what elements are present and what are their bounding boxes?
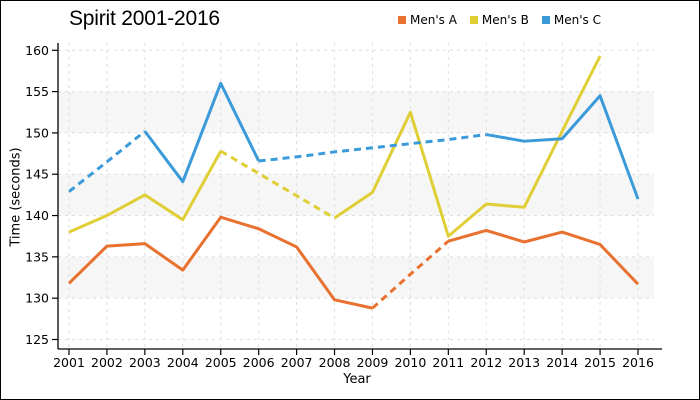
x-tick-label: 2009 [357, 355, 389, 370]
x-tick-label: 2014 [546, 355, 578, 370]
plot-band [58, 174, 654, 216]
series-line-men-s-c-solid [143, 81, 261, 184]
y-tick-label: 125 [25, 332, 49, 347]
legend: Men's A Men's B Men's C [398, 14, 601, 26]
series-line-men-s-b-solid [68, 150, 223, 234]
plot-band [58, 256, 654, 299]
legend-item-mens-a: Men's A [398, 14, 457, 26]
x-axis-title: Year [343, 372, 371, 387]
x-tick-label: 2004 [167, 355, 199, 370]
x-tick-label: 2008 [319, 355, 351, 370]
x-tick-label: 2011 [432, 355, 464, 370]
series-line-men-s-b-solid [333, 55, 602, 238]
x-tick-label: 2010 [394, 355, 426, 370]
legend-swatch-mens-a [398, 16, 406, 24]
chart-title: Spirit 2001-2016 [69, 7, 220, 30]
legend-item-mens-b: Men's B [469, 13, 529, 27]
y-tick-label: 135 [25, 249, 49, 264]
series-line-men-s-c-dashed [68, 130, 146, 193]
x-tick-label: 2015 [584, 355, 616, 370]
x-tick-label: 2005 [205, 355, 237, 370]
series-line-men-s-c-dashed [258, 133, 487, 163]
y-tick-label: 155 [25, 84, 49, 99]
x-tick-label: 2006 [243, 355, 275, 370]
series-line-men-s-a-dashed [371, 240, 450, 310]
x-tick-label: 2007 [281, 355, 313, 370]
series-line-men-s-a-solid [447, 228, 640, 286]
legend-swatch-mens-c [541, 16, 550, 24]
legend-label-mens-a: Men's A [410, 13, 457, 27]
series-line-men-s-b-dashed [219, 149, 336, 220]
y-tick-label: 145 [25, 167, 49, 182]
series-line-men-s-c-solid [486, 94, 640, 200]
x-tick-label: 2012 [470, 355, 502, 370]
legend-item-mens-c: Men's C [541, 13, 601, 27]
x-tick-label: 2001 [53, 355, 85, 370]
legend-label-mens-b: Men's B [481, 13, 529, 27]
y-tick-label: 150 [25, 125, 49, 140]
y-tick-label: 160 [25, 43, 49, 58]
legend-swatch-mens-b [469, 16, 478, 24]
y-tick-label: 130 [25, 291, 49, 306]
x-tick-label: 2002 [91, 355, 123, 370]
series-line-men-s-a-solid [67, 215, 373, 310]
x-tick-label: 2013 [508, 355, 540, 370]
plot-band [58, 91, 654, 133]
x-tick-label: 2003 [129, 355, 161, 370]
legend-label-mens-c: Men's C [553, 13, 601, 27]
y-tick-label: 140 [25, 208, 49, 223]
x-tick-label: 2016 [622, 355, 654, 370]
